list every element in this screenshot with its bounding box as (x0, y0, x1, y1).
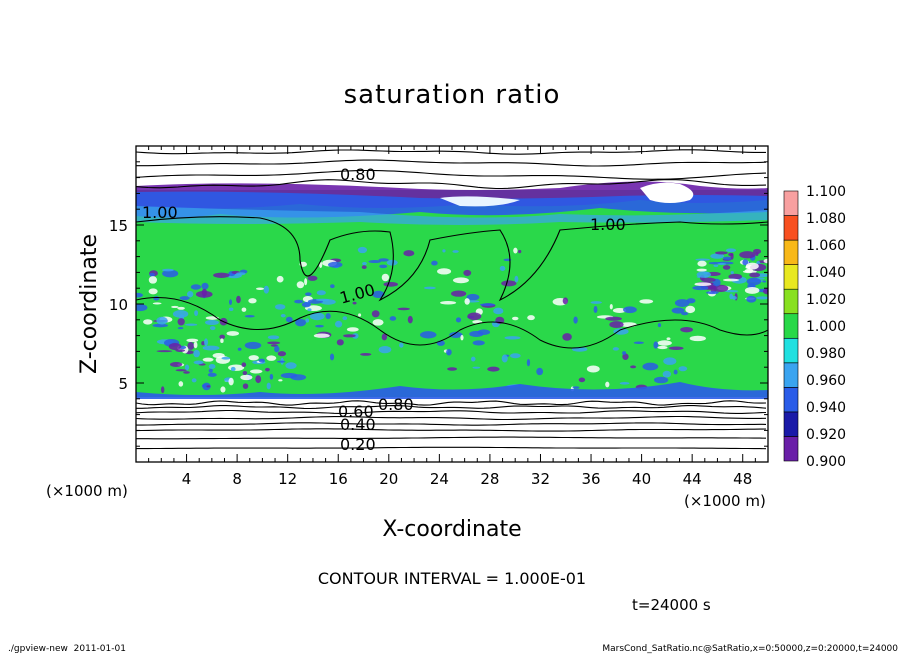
y-axis: 5 10 15 (109, 161, 768, 447)
colorbar-swatch (783, 288, 799, 315)
x-axis: 4 8 12 16 20 24 28 32 36 40 44 48 (148, 146, 756, 488)
plot-area (136, 146, 768, 462)
y-tick-label: 10 (109, 296, 128, 314)
colorbar-label: 0.900 (806, 454, 846, 470)
x-unit-label: (×1000 m) (46, 482, 128, 500)
x-tick-label: 40 (632, 470, 651, 488)
colorbar-label: 1.100 (806, 184, 846, 200)
colorbar-swatch (783, 264, 799, 290)
colorbar-swatch (783, 411, 799, 437)
colorbar-label: 0.920 (806, 427, 846, 443)
x-tick-label: 12 (278, 470, 297, 488)
y-tick-label: 15 (109, 217, 128, 235)
colorbar-label: 1.000 (806, 319, 846, 335)
x-tick-label: 8 (232, 470, 242, 488)
colorbar-swatch (783, 190, 799, 216)
x-tick-label: 32 (531, 470, 550, 488)
contour-label: 1.00 (590, 215, 626, 234)
upper-white-patch (440, 196, 520, 207)
contour-label: 0.80 (378, 395, 414, 414)
contour-label: 1.00 (142, 203, 178, 222)
x-tick-label: 24 (430, 470, 449, 488)
colorbar-swatch (783, 215, 799, 241)
colorbar-swatch (783, 387, 799, 413)
x-tick-label: 28 (480, 470, 499, 488)
x-tick-label: 48 (733, 470, 752, 488)
colorbar-swatch (783, 362, 799, 388)
colorbar-label: 1.020 (806, 292, 846, 308)
time-text: t=24000 s (632, 596, 711, 614)
contour-label: 0.80 (340, 165, 376, 184)
y-unit-label: (×1000 m) (684, 492, 766, 510)
colorbar-label: 0.980 (806, 346, 846, 362)
x-tick-label: 16 (329, 470, 348, 488)
contour-label: 0.40 (340, 415, 376, 434)
x-tick-label: 4 (182, 470, 192, 488)
colorbar-swatch (783, 337, 799, 364)
colorbar-swatch (783, 239, 799, 265)
chart-title: saturation ratio (344, 80, 561, 110)
colorbar-swatch (783, 436, 799, 462)
contour-interval-text: CONTOUR INTERVAL = 1.000E-01 (318, 569, 586, 588)
colorbar-swatch (783, 313, 799, 339)
x-tick-label: 44 (683, 470, 702, 488)
upper-white-patch (640, 182, 694, 203)
contour-lines (136, 149, 768, 450)
upper-cyan-band (136, 206, 768, 225)
x-tick-label: 20 (379, 470, 398, 488)
colorbar-label: 1.060 (806, 238, 846, 254)
x-tick-label: 36 (581, 470, 600, 488)
colorbar-label: 1.080 (806, 211, 846, 227)
colorbar-label: 0.940 (806, 400, 846, 416)
colorbar-label: 0.960 (806, 373, 846, 389)
y-tick-label: 5 (118, 375, 128, 393)
y-axis-label: Z-coordinate (77, 234, 102, 374)
low-transition-band (136, 382, 768, 400)
colorbar: 0.900 0.920 0.940 0.960 0.980 1.000 1.020 1.040… (783, 184, 846, 470)
contour-label: 0.20 (340, 435, 376, 454)
x-axis-label: X-coordinate (382, 517, 521, 542)
contour-label: 0.60 (338, 402, 374, 421)
footer-left: ./gpview-new 2011-01-01 (8, 644, 126, 654)
colorbar-label: 1.040 (806, 265, 846, 281)
footer-right: MarsCond_SatRatio.nc@SatRatio,x=0:50000,… (602, 644, 898, 654)
